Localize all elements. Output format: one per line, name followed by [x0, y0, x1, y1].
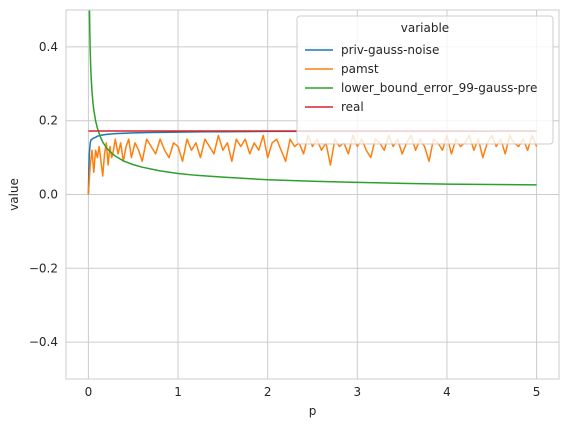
y-tick-label: 0.0: [39, 188, 58, 202]
y-tick-label: −0.4: [29, 335, 58, 349]
y-tick-label: 0.2: [39, 114, 58, 128]
y-tick-label: −0.2: [29, 261, 58, 275]
tick-layer: 0 1 2 3 4 5 −0.4 −0.2 0.0 0.2 0.4: [29, 40, 541, 399]
x-axis-label: p: [309, 404, 317, 418]
legend-box: [296, 15, 554, 145]
x-tick-label: 3: [353, 385, 361, 399]
legend-title: variable: [401, 21, 449, 35]
legend-entries: priv-gauss-noise pamst lower_bound_error_9…: [305, 43, 537, 114]
y-tick-label: 0.4: [39, 40, 58, 54]
legend-entry-label: pamst: [341, 62, 379, 76]
legend-entry-label: lower_bound_error_99-gauss-pre: [341, 81, 537, 95]
series-line-pamst: [87, 134, 538, 195]
plot-frame: [65, 9, 560, 380]
series-line-lower-bound-error-99-gauss-pre: [88, 10, 537, 186]
x-tick-label: 4: [443, 385, 451, 399]
legend-entry-label: priv-gauss-noise: [341, 43, 439, 57]
x-tick-label: 5: [533, 385, 541, 399]
y-axis-label: value: [7, 178, 21, 211]
legend: variable priv-gauss-noise pamst lower_boun…: [296, 15, 554, 145]
x-tick-label: 0: [85, 385, 93, 399]
legend-entry-label: real: [341, 100, 364, 114]
x-tick-label: 1: [174, 385, 182, 399]
x-tick-label: 2: [264, 385, 272, 399]
